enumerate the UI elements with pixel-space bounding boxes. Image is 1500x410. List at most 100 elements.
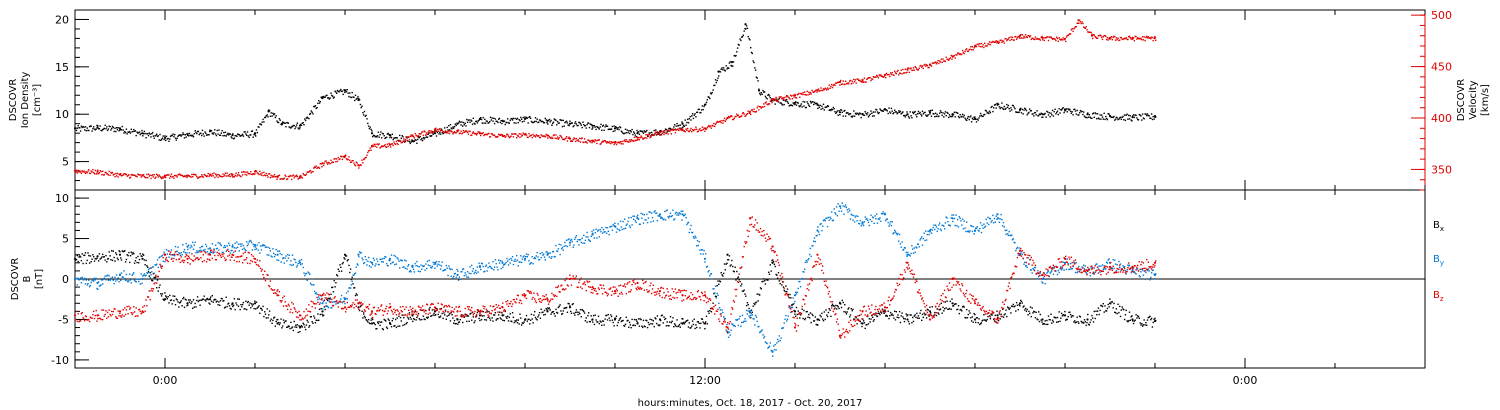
- data-point: [134, 175, 137, 177]
- data-point: [916, 317, 919, 319]
- data-point: [758, 293, 760, 296]
- data-point: [210, 300, 213, 302]
- data-point: [150, 274, 152, 276]
- data-point: [651, 133, 653, 136]
- data-point: [520, 135, 523, 137]
- data-point: [888, 107, 890, 109]
- data-point: [212, 133, 214, 135]
- data-point: [285, 255, 287, 257]
- data-point: [881, 75, 884, 77]
- data-point: [311, 170, 313, 173]
- data-point: [345, 297, 347, 299]
- data-point: [589, 141, 591, 143]
- data-point: [248, 136, 250, 139]
- data-point: [613, 143, 615, 146]
- data-point: [372, 263, 374, 266]
- data-point: [280, 123, 282, 126]
- data-point: [867, 323, 870, 325]
- data-point: [1132, 38, 1134, 40]
- data-point: [300, 176, 303, 178]
- data-point: [95, 128, 97, 130]
- data-point: [778, 280, 780, 282]
- data-point: [264, 313, 267, 315]
- data-point: [931, 306, 933, 308]
- data-point: [147, 173, 150, 175]
- data-point: [686, 129, 688, 131]
- data-point: [541, 311, 543, 314]
- data-point: [546, 309, 548, 311]
- data-point: [751, 311, 753, 313]
- data-point: [148, 267, 150, 270]
- data-point: [288, 254, 290, 256]
- data-point: [962, 305, 965, 307]
- data-point: [975, 45, 978, 48]
- data-point: [169, 299, 172, 302]
- data-point: [188, 132, 191, 135]
- data-point: [135, 134, 137, 137]
- data-point: [213, 132, 215, 134]
- data-point: [873, 76, 875, 78]
- data-point: [183, 175, 186, 177]
- data-point: [893, 112, 895, 114]
- data-point: [334, 301, 336, 303]
- data-point: [982, 319, 984, 321]
- data-point: [1138, 317, 1140, 319]
- data-point: [292, 329, 294, 332]
- data-point: [682, 130, 685, 132]
- data-point: [827, 105, 830, 107]
- data-point: [250, 134, 252, 136]
- data-point: [576, 240, 578, 243]
- data-point: [304, 274, 306, 277]
- data-point: [710, 311, 713, 313]
- data-point-anchor: [96, 126, 99, 129]
- data-point: [903, 317, 905, 320]
- data-point: [646, 129, 648, 132]
- data-point: [916, 69, 919, 71]
- data-point-anchor: [568, 122, 572, 125]
- data-point: [189, 134, 191, 137]
- data-point: [554, 315, 556, 317]
- data-point: [899, 110, 902, 113]
- data-point: [930, 312, 932, 314]
- data-point: [723, 117, 726, 120]
- data-point: [979, 115, 981, 117]
- data-point: [326, 298, 328, 301]
- data-point: [188, 175, 191, 177]
- data-point: [857, 113, 859, 115]
- data-point: [647, 135, 650, 137]
- data-point: [394, 324, 396, 327]
- data-point: [389, 259, 391, 262]
- data-point: [89, 255, 92, 257]
- data-point: [158, 257, 160, 259]
- data-point: [402, 324, 404, 327]
- data-point: [465, 315, 467, 317]
- data-point: [173, 299, 175, 302]
- data-point: [1000, 106, 1002, 109]
- data-point: [276, 318, 278, 321]
- data-point: [831, 86, 834, 89]
- data-point: [268, 173, 270, 175]
- data-point: [319, 101, 321, 103]
- data-point: [232, 251, 235, 253]
- data-point: [642, 222, 645, 224]
- data-point: [1054, 316, 1056, 319]
- data-point: [334, 90, 336, 92]
- data-point: [847, 308, 849, 310]
- data-point: [889, 315, 891, 317]
- data-point: [329, 298, 331, 301]
- data-point: [636, 216, 638, 218]
- data-point: [773, 263, 776, 265]
- data-point: [600, 123, 602, 126]
- data-point: [1050, 313, 1052, 315]
- data-point: [257, 172, 259, 175]
- data-point: [393, 137, 395, 139]
- data-point: [543, 122, 546, 124]
- data-point: [802, 91, 804, 94]
- data-point: [585, 127, 587, 129]
- data-point: [893, 317, 895, 319]
- data-point: [274, 325, 276, 327]
- data-point-anchor: [208, 173, 212, 176]
- data-point: [988, 315, 991, 317]
- data-point: [519, 136, 521, 138]
- data-point: [412, 320, 414, 323]
